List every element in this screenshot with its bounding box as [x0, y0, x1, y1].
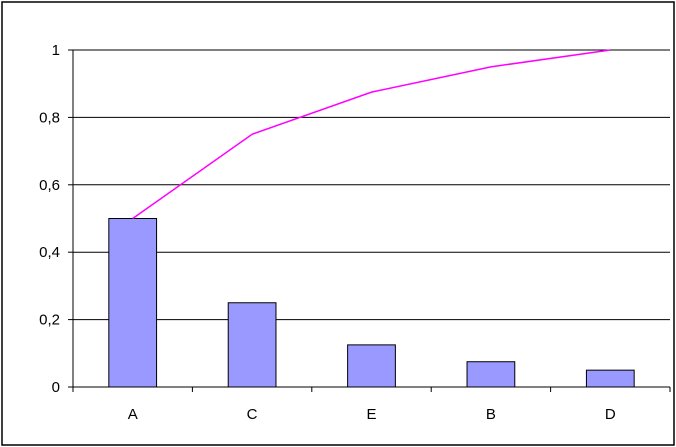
y-tick-label-3: 0,6 [39, 177, 60, 194]
bar-e [347, 344, 396, 388]
y-tick-label-1: 0,2 [39, 312, 60, 329]
y-tick-label-4: 0,8 [39, 109, 60, 126]
cumulative-line [132, 49, 611, 220]
bar-a [108, 218, 158, 388]
bar-d [585, 369, 635, 388]
y-tick-label-0: 0 [52, 379, 60, 396]
bars [108, 218, 635, 388]
bar-b [466, 361, 516, 388]
gridlines [73, 49, 670, 321]
y-tick-label-2: 0,4 [39, 244, 60, 261]
tick-labels: 0 0,2 0,4 0,6 0,8 1 A C E B D [39, 42, 616, 423]
x-tick-label-d: D [605, 406, 616, 423]
x-tick-label-c: C [247, 406, 258, 423]
y-tick-label-5: 1 [52, 42, 60, 59]
cumulative-line-series [132, 49, 611, 220]
axes [68, 49, 671, 392]
x-tick-label-b: B [486, 406, 496, 423]
bar-c [227, 302, 277, 388]
x-tick-label-a: A [128, 406, 138, 423]
x-tick-label-e: E [366, 406, 376, 423]
